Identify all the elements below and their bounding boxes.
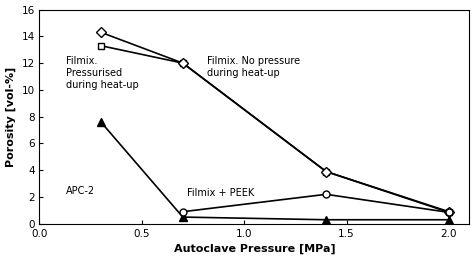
Text: APC-2: APC-2 bbox=[66, 186, 95, 196]
Text: Filmix. No pressure
during heat-up: Filmix. No pressure during heat-up bbox=[208, 56, 301, 78]
X-axis label: Autoclave Pressure [MPa]: Autoclave Pressure [MPa] bbox=[174, 244, 335, 255]
Text: Filmix + PEEK: Filmix + PEEK bbox=[187, 188, 254, 198]
Y-axis label: Porosity [vol-%]: Porosity [vol-%] bbox=[6, 67, 16, 167]
Text: Filmix.
Pressurised
during heat-up: Filmix. Pressurised during heat-up bbox=[66, 56, 139, 90]
